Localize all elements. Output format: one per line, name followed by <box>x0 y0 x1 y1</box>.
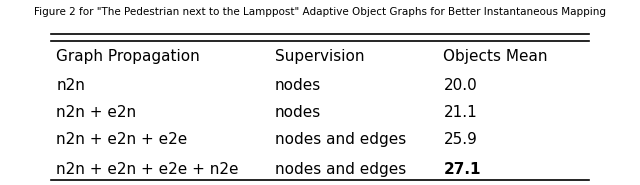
Text: 27.1: 27.1 <box>444 162 481 176</box>
Text: nodes and edges: nodes and edges <box>275 132 406 147</box>
Text: Figure 2 for "The Pedestrian next to the Lamppost" Adaptive Object Graphs for Be: Figure 2 for "The Pedestrian next to the… <box>34 7 606 17</box>
Text: Supervision: Supervision <box>275 48 365 64</box>
Text: n2n + e2n + e2e: n2n + e2n + e2e <box>56 132 188 147</box>
Text: nodes: nodes <box>275 78 321 93</box>
Text: nodes and edges: nodes and edges <box>275 162 406 176</box>
Text: 25.9: 25.9 <box>444 132 477 147</box>
Text: Graph Propagation: Graph Propagation <box>56 48 200 64</box>
Text: n2n + e2n + e2e + n2e: n2n + e2n + e2e + n2e <box>56 162 239 176</box>
Text: n2n: n2n <box>56 78 85 93</box>
Text: 20.0: 20.0 <box>444 78 477 93</box>
Text: n2n + e2n: n2n + e2n <box>56 105 136 120</box>
Text: Objects Mean: Objects Mean <box>444 48 548 64</box>
Text: nodes: nodes <box>275 105 321 120</box>
Text: 21.1: 21.1 <box>444 105 477 120</box>
